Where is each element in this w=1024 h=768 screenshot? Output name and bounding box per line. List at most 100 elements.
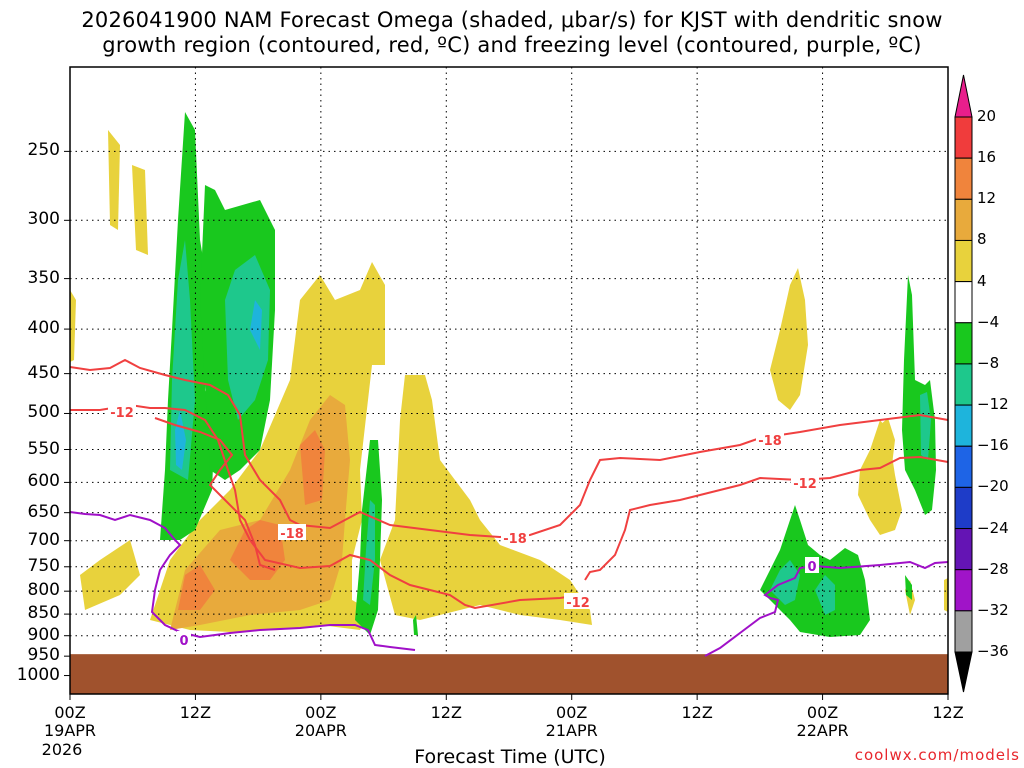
- contour-line-5: [704, 560, 949, 657]
- colorbar-label-2: 12: [977, 189, 997, 208]
- omega-region-0: [108, 130, 120, 230]
- ground-band: [70, 654, 948, 694]
- colorbar-swatch-5: [954, 322, 973, 365]
- omega-region-6: [178, 565, 215, 610]
- omega-region-14: [944, 578, 948, 612]
- contour-label-bg-red-1: [278, 524, 306, 540]
- omega-region-11: [858, 420, 902, 535]
- omega-region-29: [905, 575, 912, 600]
- contour-label-red-4: -18: [758, 434, 782, 449]
- x-date-label-4: 21APR: [545, 721, 598, 740]
- omega-region-19: [250, 300, 262, 350]
- x-tick-label-7: 12Z: [932, 703, 964, 722]
- colorbar: [954, 74, 973, 693]
- y-tick-label-250: 250: [27, 140, 60, 161]
- x-tick-label-0: 00Z: [54, 703, 86, 722]
- y-tick-label-750: 750: [27, 555, 60, 576]
- omega-shading: [70, 112, 948, 637]
- contour-label-bg-red-0: [108, 403, 136, 419]
- contour-label-red-5: -12: [793, 477, 817, 492]
- omega-region-3: [70, 290, 76, 362]
- contour-label-red-3: -12: [566, 596, 590, 611]
- colorbar-swatch-8: [954, 445, 973, 488]
- y-tick-label-500: 500: [27, 402, 60, 423]
- omega-region-10: [770, 268, 808, 410]
- y-tick-label-450: 450: [27, 362, 60, 383]
- omega-region-22: [363, 500, 375, 605]
- y-tick-label-800: 800: [27, 580, 60, 601]
- colorbar-swatch-0: [954, 116, 973, 159]
- y-tick-label-400: 400: [27, 318, 60, 339]
- colorbar-label-12: −32: [977, 600, 1009, 619]
- colorbar-swatch-9: [954, 486, 973, 530]
- omega-region-28: [920, 392, 931, 460]
- colorbar-label-5: −4: [977, 312, 1000, 331]
- colorbar-swatch-1: [954, 157, 973, 200]
- chart-title-line-1: 2026041900 NAM Forecast Omega (shaded, μ…: [81, 8, 943, 32]
- colorbar-label-8: −16: [977, 436, 1009, 455]
- x-tick-label-6: 00Z: [806, 703, 839, 722]
- contour-label-purple-0: 0: [179, 634, 188, 649]
- colorbar-label-4: 4: [977, 271, 987, 290]
- colorbar-label-0: 20: [977, 107, 997, 125]
- colorbar-label-1: 16: [977, 148, 997, 167]
- x-tick-label-3: 12Z: [430, 703, 462, 722]
- contour-label-purple-1: 0: [807, 560, 816, 575]
- x-tick-label-5: 12Z: [681, 703, 713, 722]
- colorbar-swatch-6: [954, 363, 973, 406]
- x-date-label-6: 22APR: [796, 721, 849, 740]
- colorbar-swatch-11: [954, 569, 973, 612]
- y-tick-label-1000: 1000: [16, 664, 60, 685]
- omega-region-1: [132, 165, 148, 255]
- colorbar-label-6: −8: [977, 353, 1000, 372]
- omega-region-9: [380, 375, 592, 625]
- x-axis-year: 2026: [41, 740, 83, 759]
- colorbar-swatch-10: [954, 528, 973, 571]
- contour-line-3: [584, 455, 949, 581]
- x-tick-label-2: 00Z: [305, 703, 337, 722]
- y-tick-label-900: 900: [27, 624, 60, 645]
- omega-region-23: [413, 615, 418, 635]
- omega-region-12: [880, 418, 895, 465]
- y-tick-label-850: 850: [27, 603, 60, 624]
- colorbar-top-arrow: [954, 74, 973, 118]
- colorbar-label-11: −28: [977, 559, 1009, 578]
- contour-label-bg-red-3: [564, 593, 592, 609]
- colorbar-label-3: 8: [977, 230, 987, 249]
- omega-region-8: [300, 430, 325, 505]
- y-tick-label-700: 700: [27, 529, 60, 550]
- y-tick-label-950: 950: [27, 645, 60, 666]
- contour-label-bg-purple-0: [177, 631, 191, 647]
- x-date-label-0: 19APR: [43, 721, 97, 740]
- contour-label-bg-red-4: [756, 431, 784, 447]
- contour-line-0: [69, 358, 949, 539]
- omega-region-2: [80, 540, 140, 610]
- x-tick-label-1: 12Z: [179, 703, 212, 722]
- colorbar-swatch-3: [954, 239, 973, 283]
- omega-region-27: [902, 275, 936, 515]
- credit-link[interactable]: coolwx.com/models: [854, 746, 1020, 764]
- contour-label-bg-red-2: [501, 529, 529, 545]
- plot-frame: [69, 66, 949, 695]
- y-tick-label-600: 600: [27, 471, 60, 492]
- colorbar-label-13: −36: [977, 642, 1009, 660]
- colorbar-swatch-4: [954, 281, 973, 324]
- colorbar-label-7: −12: [977, 395, 1009, 414]
- contour-line-2: [154, 417, 276, 571]
- y-tick-label-550: 550: [27, 438, 60, 459]
- y-tick-label-350: 350: [27, 267, 60, 288]
- y-tick-label-300: 300: [27, 209, 60, 230]
- colorbar-label-9: −20: [977, 477, 1009, 496]
- colorbar-swatch-7: [954, 404, 973, 447]
- omega-region-17: [170, 240, 195, 480]
- contour-label-red-0: -12: [110, 406, 134, 421]
- contour-line-4: [69, 511, 416, 651]
- chart-title-line-2: growth region (contoured, red, ºC) and f…: [102, 33, 922, 57]
- colorbar-bottom-arrow: [954, 651, 973, 693]
- contour-label-bg-purple-1: [805, 557, 819, 573]
- x-axis-label: Forecast Time (UTC): [414, 746, 606, 768]
- x-date-label-2: 20APR: [294, 721, 347, 740]
- x-tick-label-4: 00Z: [556, 703, 588, 722]
